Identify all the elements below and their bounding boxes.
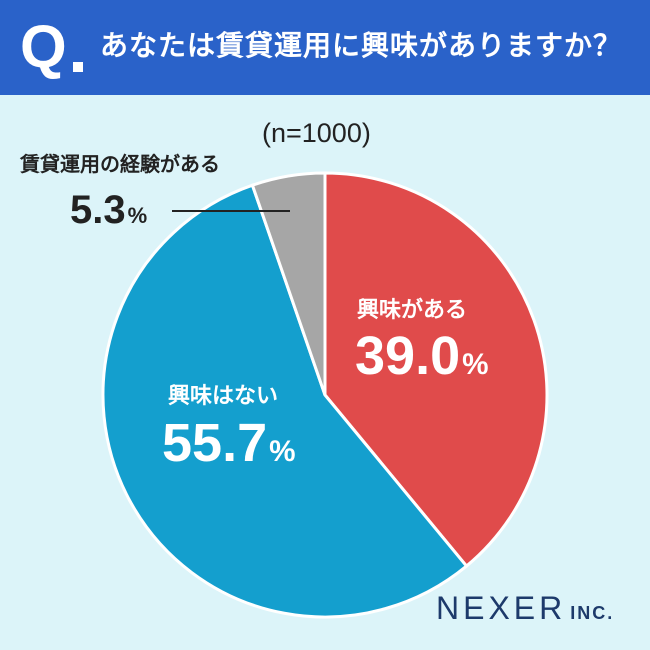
- leader-line: [172, 210, 290, 212]
- sample-size: (n=1000): [262, 118, 371, 148]
- pie-slice-not-interested: [101, 183, 469, 619]
- slice-label-experience: 賃貸運用の経験がある: [20, 152, 220, 176]
- slice-value-not-interested: 55.7%: [162, 413, 296, 473]
- nexer-logo: NEXER INC.: [436, 590, 615, 626]
- question-header: Q あなたは賃貸運用に興味がありますか？: [0, 0, 650, 95]
- slice-label-interested: 興味がある: [357, 298, 468, 323]
- slice-value-experience: 5.3%: [70, 188, 148, 232]
- slice-value-interested: 39.0%: [355, 326, 489, 386]
- q-mark: Q: [20, 13, 67, 80]
- pie-slice-interested: [323, 171, 549, 568]
- question-text: あなたは賃貸運用に興味がありますか？: [100, 29, 623, 62]
- slice-label-not-interested: 興味はない: [168, 384, 279, 409]
- pie-slice-experience: [250, 171, 327, 397]
- q-dot: [73, 62, 83, 72]
